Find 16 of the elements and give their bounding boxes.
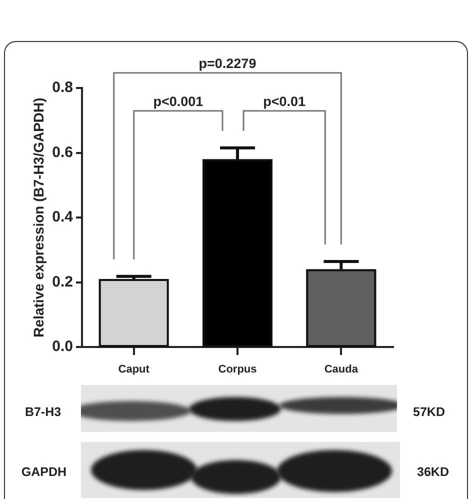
y-tick-label: 0.0 [52,338,73,356]
text: p=0.2279 [198,56,256,71]
y-axis-title: Relative expression (B7-H3/GAPDH) [30,98,46,338]
y-tick-label: 0.4 [52,208,74,226]
annotation: p<0.001 [153,94,204,109]
annotation: p<0.01 [263,94,306,109]
text: 57KD [413,405,445,419]
text: GAPDH [21,465,67,479]
y-tick-label: 0.6 [52,144,73,161]
text: B7-H3 [24,405,62,419]
x-tick-label: Caput [118,364,150,376]
x-tick-label: Cauda [324,364,359,376]
text: 36KD [417,465,449,479]
y-tick-label: 0.8 [52,79,73,96]
y-tick-label: 0.2 [52,273,73,290]
x-tick-label: Corpus [218,364,257,376]
